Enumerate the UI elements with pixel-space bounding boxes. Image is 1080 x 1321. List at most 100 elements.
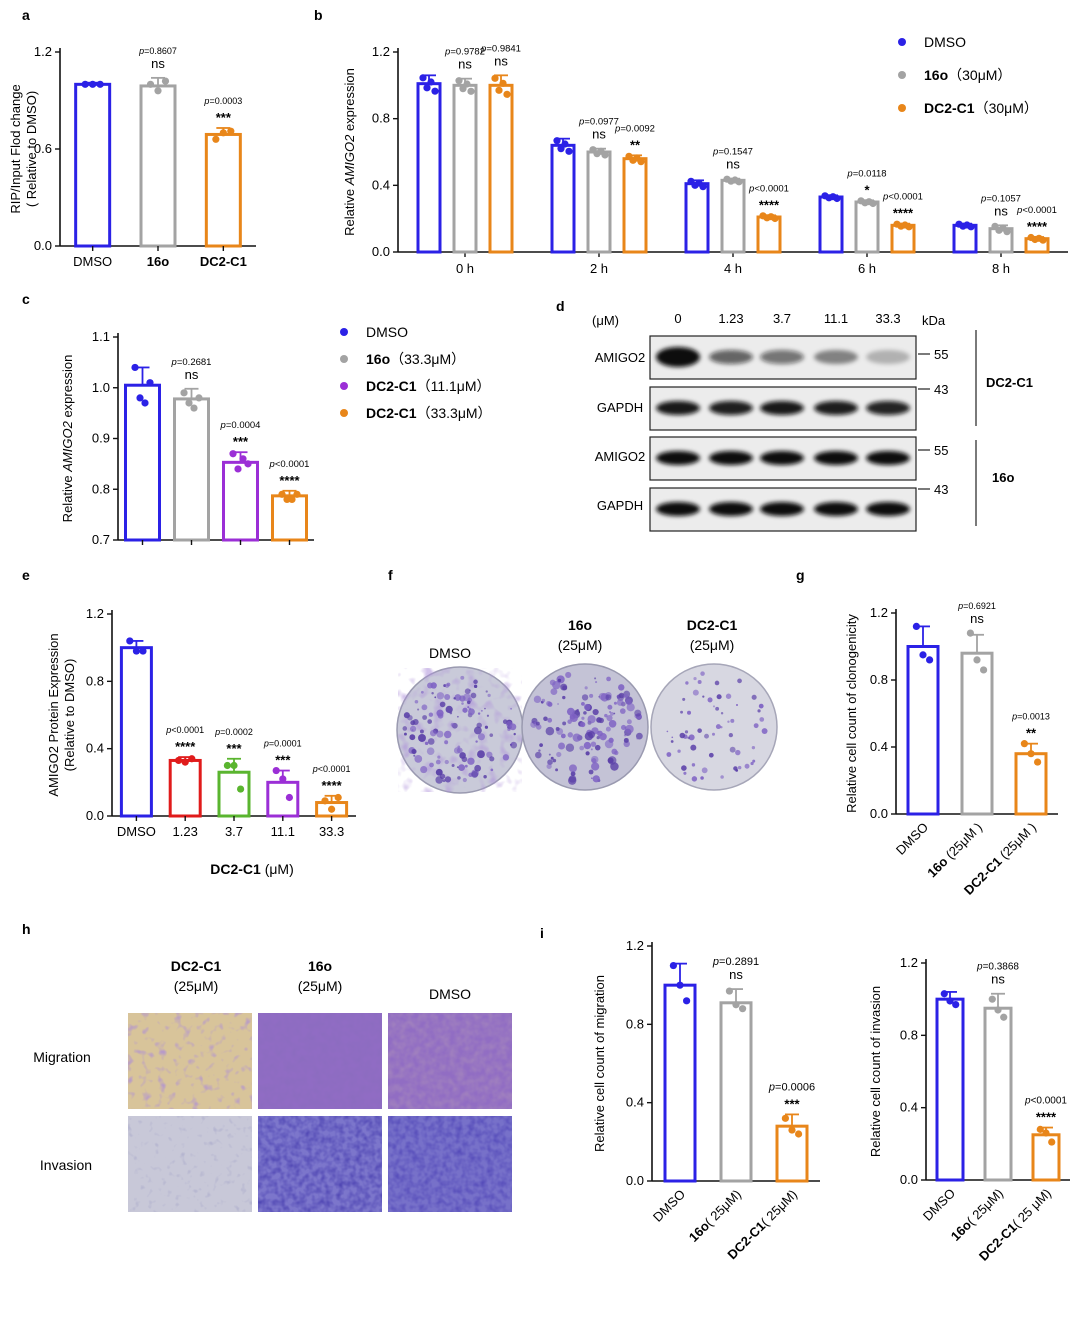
chart-b-annot-pvalue: p=0.9782 [444, 47, 485, 58]
colony-dot [761, 728, 768, 735]
colony-dot [429, 762, 434, 768]
chart-b-annot-significance: **** [893, 206, 914, 221]
colony-dot [589, 693, 594, 698]
chart-b-legend-label: DMSO [924, 34, 966, 50]
colony-label-dc2: DC2-C1 [687, 617, 738, 633]
blot-band [709, 502, 753, 516]
colony-dot [449, 711, 453, 715]
colony-dot [720, 712, 724, 715]
chart-a-point [161, 77, 170, 85]
chart-i2-annot-3-pvalue: p<0.0001 [1024, 1096, 1067, 1107]
chart-e-xtick-label: 3.7 [225, 824, 243, 839]
chart-c-legend-label: DC2-C1（11.1μM） [366, 378, 491, 394]
colony-dot [728, 732, 734, 738]
colony-dot [590, 741, 597, 747]
chart-b-point [553, 137, 561, 145]
colony-dot [584, 686, 588, 690]
blot-band [866, 350, 910, 364]
panel-label-d: d [556, 298, 565, 314]
chart-c-ytick-label: 1.0 [92, 380, 110, 395]
chart-g-point [912, 622, 921, 631]
chart-g-annot-3-pvalue: p=0.0013 [1011, 712, 1050, 722]
chart-b-xtick-label: 6 h [858, 261, 876, 276]
colony-dot [445, 705, 453, 714]
colony-dot [421, 704, 428, 711]
chart-b-legend-label: DC2-C1（30μM） [924, 100, 1038, 116]
colony-dot [502, 754, 510, 761]
chart-e-annot-2-pvalue: p<0.0001 [165, 725, 204, 735]
colony-dot [610, 712, 614, 716]
chart-b-point [491, 74, 499, 82]
chart-b-xtick-label: 0 h [456, 261, 474, 276]
chart-b-annot-significance: ns [726, 157, 740, 172]
colony-dot [450, 722, 455, 727]
chart-e-xtick-label: 1.23 [173, 824, 198, 839]
colony-dot [565, 671, 572, 678]
wb-row-label-2: GAPDH [597, 400, 643, 415]
colony-dot [625, 724, 634, 734]
colony-dot [543, 716, 548, 722]
colony-dot [467, 757, 475, 765]
colony-dot [702, 695, 705, 698]
chart-e-point [139, 647, 147, 655]
chart-c-point [136, 394, 144, 402]
chart-e-point [181, 758, 189, 766]
chart-e-point [272, 766, 280, 775]
chart-e-xlabel: DC2-C1 (μM) [210, 861, 294, 877]
colony-dot [579, 745, 585, 751]
colony-dot [489, 733, 494, 737]
colony-dot [691, 763, 696, 767]
chart-c-legend-label: 16o（33.3μM） [366, 351, 465, 367]
colony-dot [444, 693, 451, 701]
colony-dot [607, 704, 613, 710]
chart-e-annot-3-significance: *** [226, 741, 242, 756]
chart-i1-bar-3 [775, 1124, 809, 1183]
colony-dot [688, 734, 695, 741]
colony-dot [409, 734, 416, 741]
colony-dot [581, 701, 585, 706]
chart-a-point [89, 80, 97, 88]
colony-label-dmso: DMSO [429, 645, 471, 661]
chart-b-ytick-label: 1.2 [372, 44, 390, 59]
chart-b-point [423, 84, 431, 92]
colony-dot [556, 751, 562, 758]
chart-b-legend-label: 16o（30μM） [924, 67, 1011, 83]
colony-dot [511, 742, 514, 746]
chart-i2-annot-3-significance: **** [1036, 1110, 1057, 1125]
chart-b-bar [622, 157, 648, 254]
colony-dot [430, 682, 437, 689]
colony-dot [744, 763, 750, 769]
chart-b-annot-pvalue: p<0.0001 [882, 192, 923, 203]
transwell-panel: DC2-C1 (25μM) 16o (25μM) DMSO Migration … [33, 958, 512, 1212]
colony-dot [733, 766, 738, 771]
colony-dot [536, 721, 540, 726]
colony-dot [671, 736, 674, 739]
wb-marker-2: 43 [934, 382, 948, 397]
chart-g-ytick-label: 0.0 [870, 806, 888, 821]
chart-e-bar-3 [217, 770, 251, 818]
chart-a-point [154, 87, 162, 95]
chart-i2-ytick-label: 1.2 [900, 955, 918, 970]
colony-dot [444, 740, 449, 745]
colony-dot [701, 767, 708, 774]
chart-g-point [1034, 758, 1042, 766]
colony-dot [700, 776, 704, 780]
colony-dot [677, 749, 681, 753]
colony-dot [587, 731, 596, 739]
chart-c-legend-marker [340, 409, 348, 417]
colony-dot [411, 748, 417, 755]
colony-dot [486, 714, 490, 717]
colony-dot [443, 730, 452, 739]
colony-dot [591, 762, 600, 771]
chart-g-ytick-label: 0.8 [870, 672, 888, 687]
chart-e-point [321, 797, 329, 805]
chart-i2: 0.0 0.4 0.8 1.2 Relative cell count of invas… [868, 955, 1070, 1264]
chart-b-annot-pvalue: p<0.0001 [1016, 205, 1057, 216]
chart-e-point [132, 647, 140, 655]
chart-c-point [141, 399, 149, 407]
chart-i2-point [1036, 1125, 1044, 1133]
chart-b-legend-marker [898, 38, 906, 46]
colony-dot [538, 749, 541, 752]
colony-dot [590, 777, 593, 780]
